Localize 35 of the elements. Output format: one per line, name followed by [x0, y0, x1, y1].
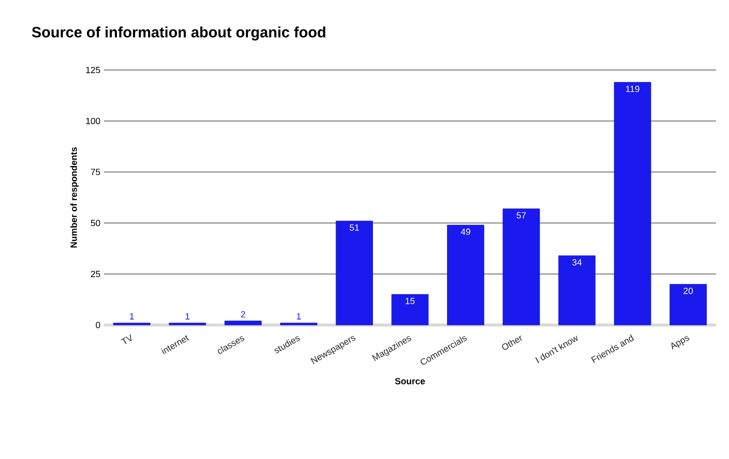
- x-tick-label: Apps: [671, 336, 690, 350]
- data-label: 1: [130, 313, 134, 320]
- bar: [447, 224, 484, 326]
- data-label: 2: [241, 311, 246, 318]
- y-tick-label: 25: [90, 270, 100, 278]
- data-label: 15: [406, 298, 415, 304]
- x-tick-label: I don't know: [535, 336, 578, 364]
- bar: [113, 322, 150, 326]
- bar: [670, 284, 707, 326]
- bar: [502, 208, 540, 326]
- y-tick-label: 0: [96, 322, 100, 328]
- y-tick-label: 100: [86, 118, 100, 124]
- data-label: 49: [460, 228, 470, 235]
- bar: [558, 255, 596, 326]
- bar: [614, 82, 652, 326]
- data-label: 57: [516, 212, 526, 218]
- data-label: 1: [186, 313, 190, 320]
- x-tick-label: TV: [120, 334, 132, 344]
- data-label: 20: [684, 288, 693, 294]
- chart-title: Source of information about organic food: [32, 26, 326, 41]
- bar: [224, 320, 262, 326]
- data-label: 1: [296, 313, 301, 320]
- data-label: 51: [350, 224, 359, 231]
- y-tick-label: 75: [90, 168, 100, 176]
- y-tick-label: 50: [90, 220, 100, 226]
- y-tick-label: 125: [86, 66, 100, 74]
- bar: [168, 322, 206, 326]
- bar: [280, 322, 318, 326]
- x-axis-title: Source: [395, 378, 425, 384]
- x-tick-label: Other: [502, 336, 522, 350]
- data-label: 34: [572, 259, 582, 266]
- y-axis-title: Number of respondents: [70, 147, 79, 248]
- data-label: 119: [626, 86, 640, 92]
- bar: [391, 294, 429, 326]
- bar: [336, 220, 373, 326]
